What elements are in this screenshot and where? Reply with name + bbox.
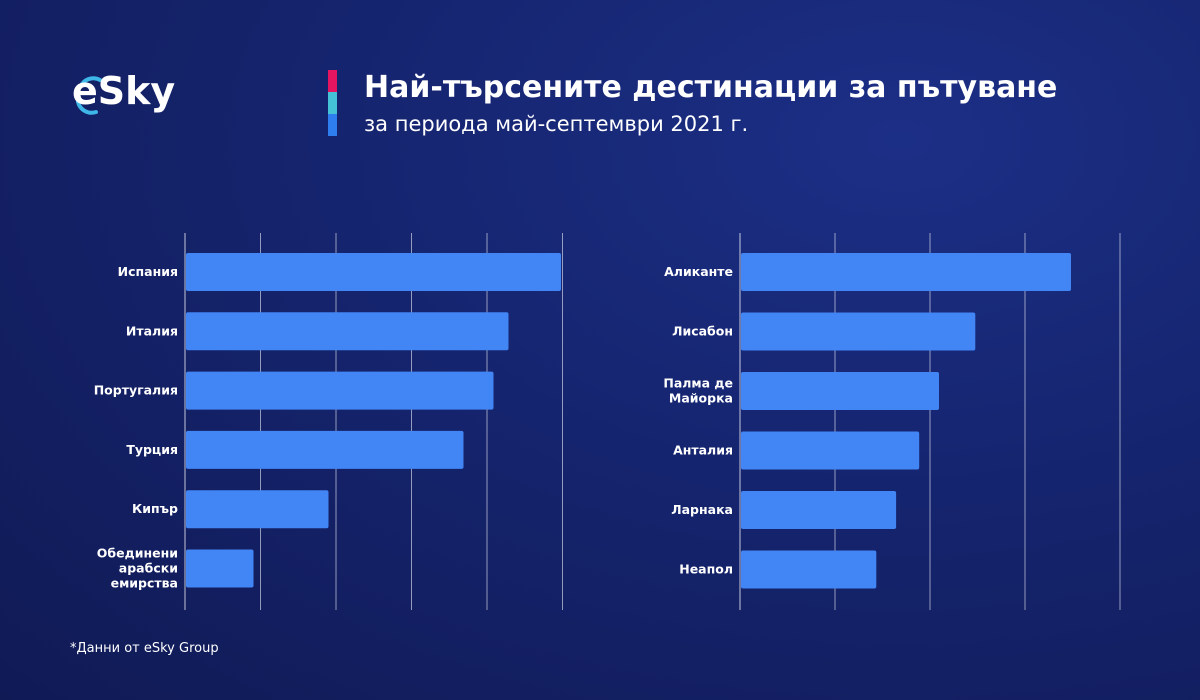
chart-countries: Испания Италия Португалия Турция Кипър Обедин… — [94, 233, 563, 610]
bar — [186, 430, 464, 469]
logo-arc-icon — [80, 76, 102, 86]
esky-logo: eSky — [72, 69, 175, 115]
page-subtitle: за периода май-септември 2021 г. — [364, 112, 749, 136]
bar — [186, 549, 254, 588]
category-label: Турция — [126, 442, 178, 457]
chart-cities: Аликанте Лисабон Палма де Майорка Анталия Лар… — [663, 233, 1121, 610]
category-label: Португалия — [94, 383, 178, 398]
category-label: Анталия — [673, 443, 733, 458]
bar — [741, 491, 897, 529]
bar — [741, 253, 1071, 291]
logo-text: eSky — [72, 69, 175, 113]
category-label: Ларнака — [671, 502, 733, 517]
bar — [741, 550, 877, 589]
category-label: Палма де Майорка — [663, 376, 733, 406]
page-title: Най-търсените дестинации за пътуване — [364, 70, 1058, 105]
bar — [186, 371, 494, 410]
category-label: Неапол — [679, 562, 733, 577]
category-label: Кипър — [132, 501, 178, 516]
category-label: Италия — [126, 323, 178, 338]
category-label: Испания — [118, 264, 178, 279]
category-label: Обединени арабски емирства — [97, 546, 178, 591]
footnote: *Данни от eSky Group — [70, 641, 219, 656]
bar — [741, 372, 939, 410]
bar — [186, 253, 561, 291]
category-label: Аликанте — [664, 264, 733, 279]
bar — [741, 431, 920, 470]
bar — [186, 490, 329, 529]
bar — [186, 312, 509, 351]
bar — [741, 312, 976, 351]
title-accent-bars — [328, 70, 337, 136]
category-label: Лисабон — [672, 324, 733, 339]
